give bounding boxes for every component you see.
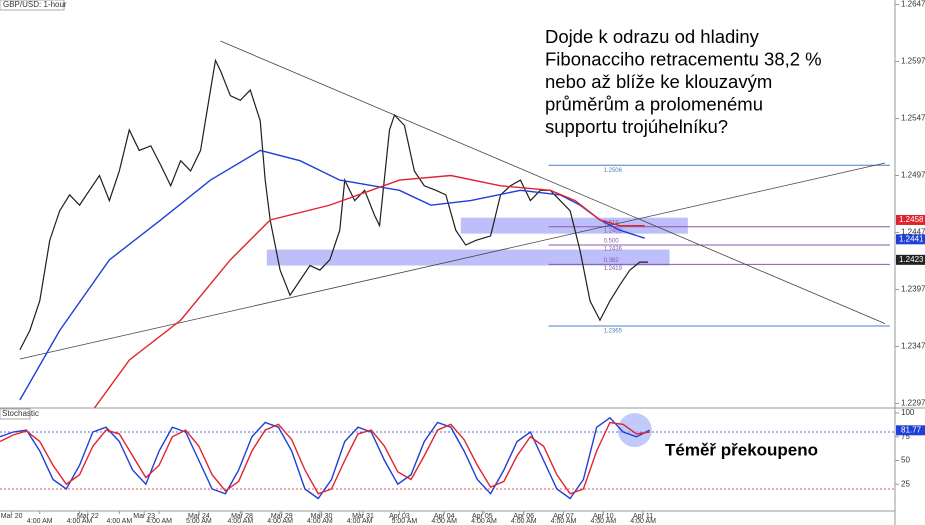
x-tick-label: 4:00 AM	[27, 518, 53, 525]
x-tick-label: Mar 30	[311, 513, 333, 520]
x-tick-label: Mar 23	[133, 513, 155, 520]
x-tick-label: Apr 11	[633, 513, 653, 520]
x-tick-label: 4:00 AM	[146, 518, 172, 525]
trendline	[220, 40, 886, 325]
y-tick-label: 1.2547	[901, 114, 925, 123]
x-tick-label: Mar 22	[77, 513, 99, 520]
x-tick-label: 4:00 AM	[511, 518, 537, 525]
y-tick-label: 50	[901, 456, 910, 465]
y-tick-label: 1.2647	[901, 0, 925, 9]
value-tag	[896, 425, 925, 436]
annotation: nebo až blíže ke klouzavým	[545, 71, 772, 92]
x-tick-label: 4:00 AM	[267, 518, 293, 525]
price-tag-label: 1.2441	[899, 234, 924, 243]
series-line	[93, 174, 645, 409]
title-box	[0, 408, 31, 420]
y-tick-label: 1.2597	[901, 57, 925, 66]
x-tick-label: 4:00 AM	[106, 518, 132, 525]
x-tick-label: 5:00 AM	[392, 518, 418, 525]
y-tick-label: 25	[901, 479, 910, 488]
x-tick-label: Mar 29	[271, 513, 293, 520]
x-tick-label: Mar 20	[1, 513, 23, 520]
fib-price: 1.2452	[604, 228, 623, 234]
fib-ratio: 0.382	[604, 258, 620, 264]
highlight	[617, 413, 652, 448]
x-tick-label: Mar 31	[352, 513, 374, 520]
annotation: Téměř překoupeno	[665, 440, 818, 459]
y-tick-label: 1.2397	[901, 285, 925, 294]
x-tick-label: Apr 03	[389, 513, 410, 520]
x-tick-label: Apr 10	[593, 513, 614, 520]
x-tick-label: 5:00 AM	[186, 518, 212, 525]
fib-ratio: 0.500	[604, 239, 620, 245]
annotation: Dojde k odrazu od hladiny	[545, 26, 760, 47]
x-tick-label: 4:00 AM	[67, 518, 93, 525]
price-tag	[896, 234, 925, 245]
price-tag	[896, 214, 925, 225]
fib-price: 1.2419	[604, 266, 623, 272]
y-tick-label: 100	[901, 408, 915, 417]
x-tick-label: Apr 07	[553, 513, 574, 520]
chart-title: GBP/USD: 1-hour	[3, 0, 67, 9]
x-tick-label: 4:00 AM	[471, 518, 497, 525]
fib-price: 1.2365	[604, 329, 623, 335]
panel-title: Stochastic	[2, 409, 39, 418]
x-tick-label: Apr 06	[513, 513, 534, 520]
x-tick-label: 4:00 AM	[590, 518, 616, 525]
x-tick-label: Apr 04	[434, 513, 455, 520]
x-tick-label: 4:00 AM	[431, 518, 457, 525]
x-tick-label: Mar 24	[188, 513, 210, 520]
x-tick-label: 4:00 AM	[551, 518, 577, 525]
annotation: průměrům a prolomenému	[545, 93, 763, 114]
x-tick-label: Apr 05	[472, 513, 493, 520]
y-tick-label: 1.2297	[901, 399, 925, 408]
x-tick-label: Mar 28	[231, 513, 253, 520]
trendline	[19, 162, 886, 360]
y-tick-label: 1.2347	[901, 342, 925, 351]
series-line	[0, 416, 651, 500]
x-tick-label: 4:00 AM	[630, 518, 656, 525]
y-tick-label: 1.2497	[901, 171, 925, 180]
series-line	[0, 421, 650, 495]
y-tick-label: 75	[901, 432, 910, 441]
value-tag-label: 81.77	[901, 425, 922, 434]
price-tag-label: 1.2423	[899, 255, 924, 264]
price-tag-label: 1.2458	[899, 215, 924, 224]
fib-price: 1.2436	[604, 247, 623, 253]
y-tick-label: 1.2447	[901, 228, 925, 237]
price-tag	[896, 254, 925, 265]
title-box	[0, 0, 65, 11]
x-tick-label: 4:00 AM	[227, 518, 253, 525]
fib-price: 1.2506	[604, 168, 623, 174]
series-line	[19, 58, 649, 351]
x-tick-label: 4:00 AM	[347, 518, 373, 525]
x-tick-label: 4:00 AM	[307, 518, 333, 525]
annotation: supportu trojúhelníku?	[545, 116, 728, 137]
annotation: Fibonacciho retracementu 38,2 %	[545, 48, 822, 69]
